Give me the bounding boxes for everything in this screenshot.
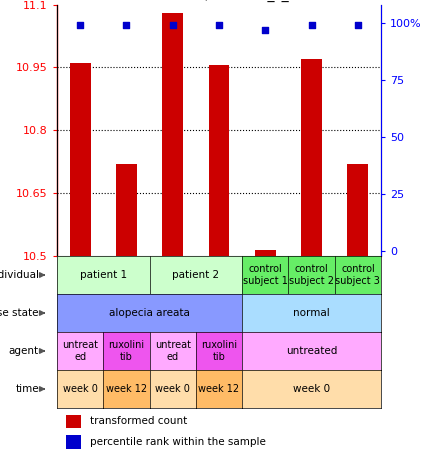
Text: normal: normal (293, 308, 330, 318)
Bar (347, 164, 368, 256)
Bar (66, 435, 81, 448)
Text: week 0: week 0 (155, 384, 190, 394)
Text: patient 1: patient 1 (80, 270, 127, 280)
Text: untreated: untreated (286, 346, 337, 356)
Point (215, 21, 223, 29)
Text: week 0: week 0 (63, 384, 98, 394)
Point (169, 21, 176, 29)
Bar (255, 250, 276, 256)
Text: week 0: week 0 (293, 384, 330, 394)
Text: untreat
ed: untreat ed (62, 340, 98, 362)
Text: disease state: disease state (0, 308, 39, 318)
Text: week 12: week 12 (198, 384, 240, 394)
Text: week 12: week 12 (106, 384, 147, 394)
Text: individual: individual (0, 270, 39, 280)
Text: untreat
ed: untreat ed (155, 340, 191, 362)
Point (354, 21, 361, 29)
Bar (162, 13, 183, 256)
Text: patient 2: patient 2 (172, 270, 219, 280)
Point (308, 21, 315, 29)
Text: alopecia areata: alopecia areata (109, 308, 190, 318)
Bar (208, 65, 230, 256)
Text: control
subject 3: control subject 3 (336, 264, 380, 286)
Text: ruxolini
tib: ruxolini tib (108, 340, 145, 362)
Bar (116, 164, 137, 256)
Bar (70, 63, 91, 256)
Text: percentile rank within the sample: percentile rank within the sample (90, 437, 266, 447)
Text: control
subject 1: control subject 1 (243, 264, 288, 286)
Point (262, 26, 269, 34)
Bar (66, 415, 81, 428)
Text: agent: agent (9, 346, 39, 356)
Text: time: time (15, 384, 39, 394)
Bar (301, 59, 322, 256)
Text: transformed count: transformed count (90, 416, 187, 427)
Text: ruxolini
tib: ruxolini tib (201, 340, 237, 362)
Title: GDS5275 / 200911_s_at: GDS5275 / 200911_s_at (136, 0, 302, 2)
Point (123, 21, 130, 29)
Point (77, 21, 84, 29)
Text: control
subject 2: control subject 2 (289, 264, 334, 286)
